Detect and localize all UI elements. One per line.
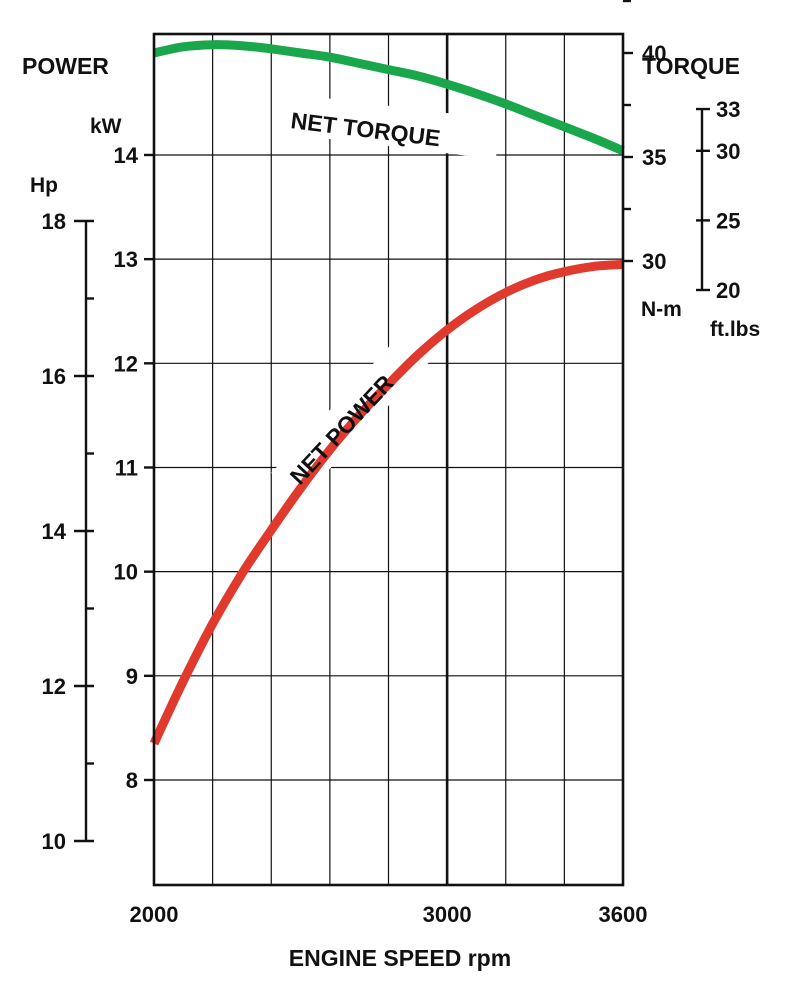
x-axis-label: ENGINE SPEED rpm	[289, 945, 511, 971]
kw-tick-label: 12	[114, 351, 138, 376]
hp-tick-label: 14	[42, 519, 67, 544]
x-tick-label: 2000	[130, 902, 179, 927]
right-axis-title: TORQUE	[642, 53, 740, 79]
labels: POWER TORQUE kW Hp N-m ft.lbs ENGINE SPE…	[22, 53, 760, 971]
series-label-net-power: NET POWER	[285, 370, 399, 490]
kw-tick-label: 10	[114, 560, 138, 585]
kw-unit-label: kW	[90, 115, 122, 138]
hp-tick-label: 18	[42, 209, 66, 234]
hp-tick-label: 12	[42, 674, 66, 699]
torque-label-mask	[279, 93, 501, 160]
nm-tick-label: 30	[642, 249, 666, 274]
grid	[154, 34, 623, 885]
ftlb-tick-label: 33	[716, 97, 740, 122]
nm-unit-label: N-m	[641, 298, 682, 321]
x-tick-label: 3000	[423, 902, 472, 927]
ftlb-tick-label: 20	[716, 278, 740, 303]
ftlb-tick-label: 30	[716, 139, 740, 164]
hp-unit-label: Hp	[30, 174, 58, 197]
nm-tick-label: 35	[642, 145, 666, 170]
curves	[149, 40, 625, 746]
power-label-mask	[271, 326, 437, 501]
nm-tick-label: 40	[642, 41, 666, 66]
left-axis-title: POWER	[22, 53, 109, 79]
hp-tick-label: 16	[42, 364, 66, 389]
axes: 2000 3000 3600 8 9 10 11 12 13 14 10 12 14 16 18 30 35 40…	[42, 0, 740, 927]
series-line-net-power	[149, 259, 624, 746]
series-line-net-torque	[153, 40, 625, 155]
kw-tick-label: 11	[115, 455, 138, 480]
ftlb-tick-label: 25	[716, 208, 740, 233]
kw-tick-label: 9	[126, 664, 138, 689]
x-tick-label: 3600	[599, 902, 648, 927]
ftlb-unit-label: ft.lbs	[710, 318, 760, 341]
kw-tick-label: 14	[114, 143, 139, 168]
kw-tick-label: 8	[126, 768, 138, 793]
plot-frame	[152, 32, 625, 887]
kw-tick-label: 13	[114, 247, 138, 272]
hp-tick-label: 10	[42, 829, 66, 854]
